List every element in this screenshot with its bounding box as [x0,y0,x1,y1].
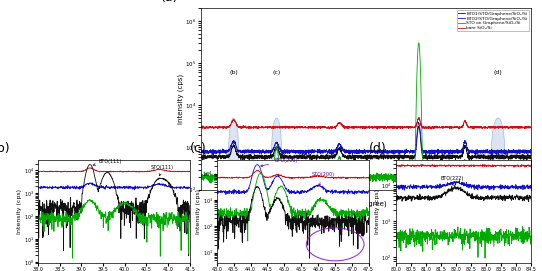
BTO1/STO/Graphene/SiO₂/Si [486,156,493,160]
Text: (b): (b) [229,70,238,75]
BTO1/STO/Graphene/SiO₂/Si [255,156,261,160]
BTO2/STO/Graphene/SiO₂/Si [324,150,331,153]
Text: (d): (d) [494,70,502,75]
Text: BTO(111): BTO(111) [93,159,122,166]
bare SiO₂/Si [416,116,422,120]
Y-axis label: Intensity (cps): Intensity (cps) [375,189,380,234]
Ellipse shape [229,118,238,182]
BTO2/STO/Graphene/SiO₂/Si [339,146,345,149]
BTO2/STO/Graphene/SiO₂/Si [486,149,493,152]
Ellipse shape [492,118,505,182]
X-axis label: 2θ (degree): 2θ (degree) [346,200,386,207]
STO on Graphene/SiO₂/Si [197,175,204,178]
bare SiO₂/Si [338,123,345,127]
bare SiO₂/Si [486,126,493,130]
STO on Graphene/SiO₂/Si [235,177,242,180]
BTO2/STO/Graphene/SiO₂/Si [197,149,204,152]
STO on Graphene/SiO₂/Si [223,183,229,187]
BTO2/STO/Graphene/SiO₂/Si [528,151,534,154]
Text: STO(111): STO(111) [151,165,173,176]
BTO2/STO/Graphene/SiO₂/Si [328,153,335,157]
BTO2/STO/Graphene/SiO₂/Si [235,148,242,151]
BTO1/STO/Graphene/SiO₂/Si [416,125,422,128]
Text: STO(200): STO(200) [311,172,334,186]
BTO2/STO/Graphene/SiO₂/Si [255,150,261,153]
Y-axis label: Intensity (cps): Intensity (cps) [177,74,184,124]
Ellipse shape [272,118,281,182]
BTO2/STO/Graphene/SiO₂/Si [521,148,528,151]
Y-axis label: Intensity (cps): Intensity (cps) [196,189,201,234]
STO on Graphene/SiO₂/Si [324,177,331,180]
Text: (c): (c) [273,70,281,75]
BTO1/STO/Graphene/SiO₂/Si [339,151,345,154]
Legend: BTO1/STO/Graphene/SiO₂/Si, BTO2/STO/Graphene/SiO₂/Si, STO on Graphene/SiO₂/Si, b: BTO1/STO/Graphene/SiO₂/Si, BTO2/STO/Grap… [457,10,529,31]
BTO1/STO/Graphene/SiO₂/Si [324,156,331,160]
BTO1/STO/Graphene/SiO₂/Si [521,157,528,160]
STO on Graphene/SiO₂/Si [255,175,261,178]
Text: BTO(200): BTO(200) [261,158,298,167]
Line: STO on Graphene/SiO₂/Si: STO on Graphene/SiO₂/Si [201,43,531,185]
Line: BTO1/STO/Graphene/SiO₂/Si: BTO1/STO/Graphene/SiO₂/Si [201,126,531,160]
bare SiO₂/Si [235,125,242,129]
BTO1/STO/Graphene/SiO₂/Si [235,154,242,157]
Line: BTO2/STO/Graphene/SiO₂/Si: BTO2/STO/Graphene/SiO₂/Si [201,123,531,155]
bare SiO₂/Si [255,126,261,130]
BTO1/STO/Graphene/SiO₂/Si [197,152,204,156]
bare SiO₂/Si [374,128,380,131]
bare SiO₂/Si [521,127,528,130]
Y-axis label: Intensity (cps): Intensity (cps) [17,189,22,234]
Text: (a): (a) [161,0,178,5]
BTO1/STO/Graphene/SiO₂/Si [241,159,247,162]
STO on Graphene/SiO₂/Si [521,174,528,177]
Text: (b): (b) [0,142,10,155]
STO on Graphene/SiO₂/Si [528,175,534,178]
Text: (d): (d) [369,142,386,155]
bare SiO₂/Si [197,126,204,129]
BTO2/STO/Graphene/SiO₂/Si [415,121,422,124]
STO on Graphene/SiO₂/Si [486,174,493,177]
BTO1/STO/Graphene/SiO₂/Si [528,157,534,160]
bare SiO₂/Si [528,125,534,128]
Line: bare SiO₂/Si: bare SiO₂/Si [201,118,531,129]
bare SiO₂/Si [324,126,331,130]
STO on Graphene/SiO₂/Si [416,41,422,44]
Text: (c): (c) [190,142,207,155]
Text: BTO(222): BTO(222) [441,176,464,187]
STO on Graphene/SiO₂/Si [339,164,345,167]
